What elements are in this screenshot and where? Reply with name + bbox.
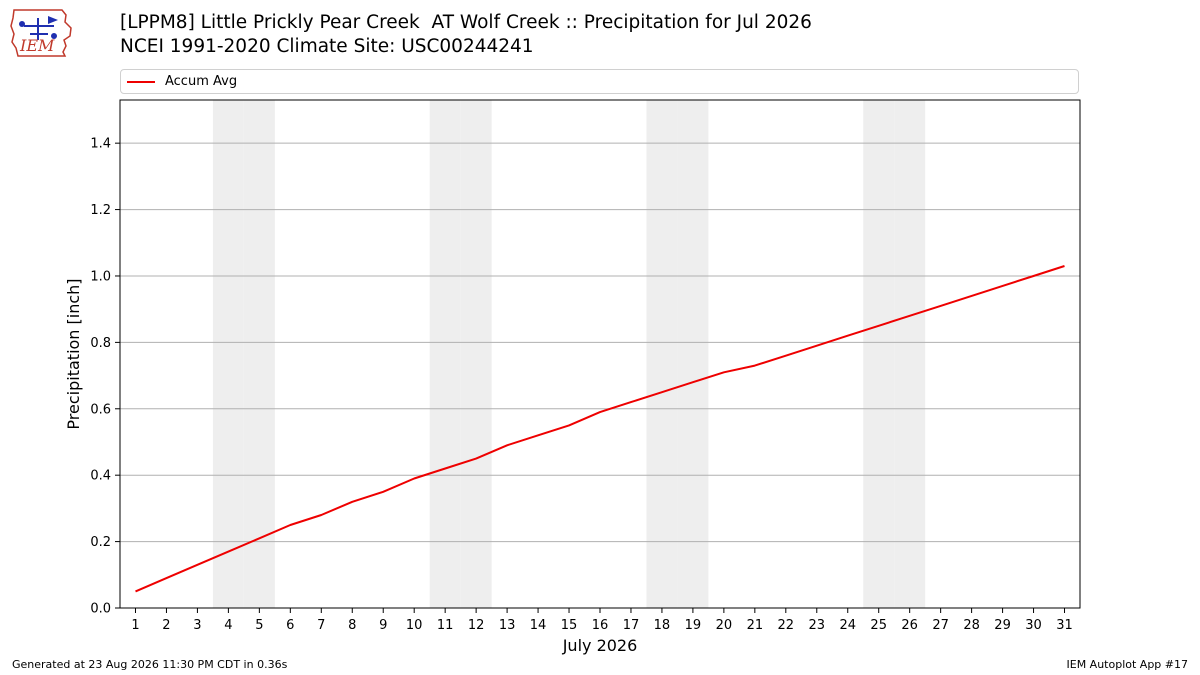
x-tick-label: 20: [716, 618, 733, 633]
x-tick-label: 29: [994, 618, 1011, 633]
y-tick-label: 0.6: [90, 402, 111, 417]
y-tick-label: 1.4: [90, 137, 111, 152]
x-tick-label: 30: [1025, 618, 1042, 633]
x-tick-label: 26: [901, 618, 918, 633]
x-tick-label: 17: [623, 618, 640, 633]
x-tick-label: 6: [286, 618, 294, 633]
x-tick-label: 8: [348, 618, 356, 633]
legend-swatch-accum-avg: [127, 81, 155, 83]
x-tick-label: 18: [654, 618, 671, 633]
x-tick-label: 14: [530, 618, 547, 633]
x-tick-label: 1: [131, 618, 139, 633]
footer-app-label: IEM Autoplot App #17: [1066, 658, 1189, 671]
x-tick-label: 19: [685, 618, 702, 633]
x-tick-label: 7: [317, 618, 325, 633]
x-tick-label: 16: [592, 618, 609, 633]
x-axis-label: July 2026: [562, 636, 638, 655]
x-tick-label: 23: [809, 618, 826, 633]
y-tick-label: 1.2: [90, 203, 111, 218]
series-line-accum-avg: [135, 265, 1065, 593]
logo-text: IEM: [19, 36, 55, 55]
weekend-band: [429, 100, 461, 608]
weekend-band: [212, 100, 244, 608]
weekend-band: [677, 100, 709, 608]
x-tick-label: 27: [932, 618, 949, 633]
x-tick-label: 25: [870, 618, 887, 633]
x-tick-label: 22: [778, 618, 795, 633]
x-tick-label: 5: [255, 618, 263, 633]
y-tick-label: 0.4: [90, 469, 111, 484]
y-tick-label: 0.8: [90, 336, 111, 351]
x-tick-label: 21: [747, 618, 764, 633]
x-tick-label: 3: [193, 618, 201, 633]
weekend-band: [243, 100, 275, 608]
legend-label-accum-avg: Accum Avg: [165, 74, 238, 89]
x-tick-label: 13: [499, 618, 516, 633]
x-tick-label: 2: [162, 618, 170, 633]
x-tick-label: 4: [224, 618, 232, 633]
y-tick-label: 1.0: [90, 269, 111, 284]
y-tick-label: 0.0: [90, 602, 111, 617]
chart-title: [LPPM8] Little Prickly Pear Creek AT Wol…: [120, 12, 812, 33]
y-axis-label: Precipitation [inch]: [64, 278, 83, 429]
iem-logo: IEM: [10, 9, 72, 57]
footer-generated: Generated at 23 Aug 2026 11:30 PM CDT in…: [12, 658, 288, 671]
weekend-band: [646, 100, 678, 608]
weekend-band: [894, 100, 926, 608]
x-tick-label: 10: [406, 618, 423, 633]
x-tick-label: 24: [839, 618, 856, 633]
x-tick-label: 12: [468, 618, 485, 633]
x-tick-label: 9: [379, 618, 387, 633]
x-tick-label: 31: [1056, 618, 1073, 633]
weekend-band: [460, 100, 492, 608]
legend: Accum Avg: [120, 69, 1079, 94]
chart-subtitle: NCEI 1991-2020 Climate Site: USC00244241: [120, 36, 534, 57]
plot-frame: [119, 99, 1081, 609]
y-tick-label: 0.2: [90, 535, 111, 550]
x-tick-label: 11: [437, 618, 454, 633]
x-tick-label: 28: [963, 618, 980, 633]
x-tick-label: 15: [561, 618, 578, 633]
weekend-band: [863, 100, 895, 608]
